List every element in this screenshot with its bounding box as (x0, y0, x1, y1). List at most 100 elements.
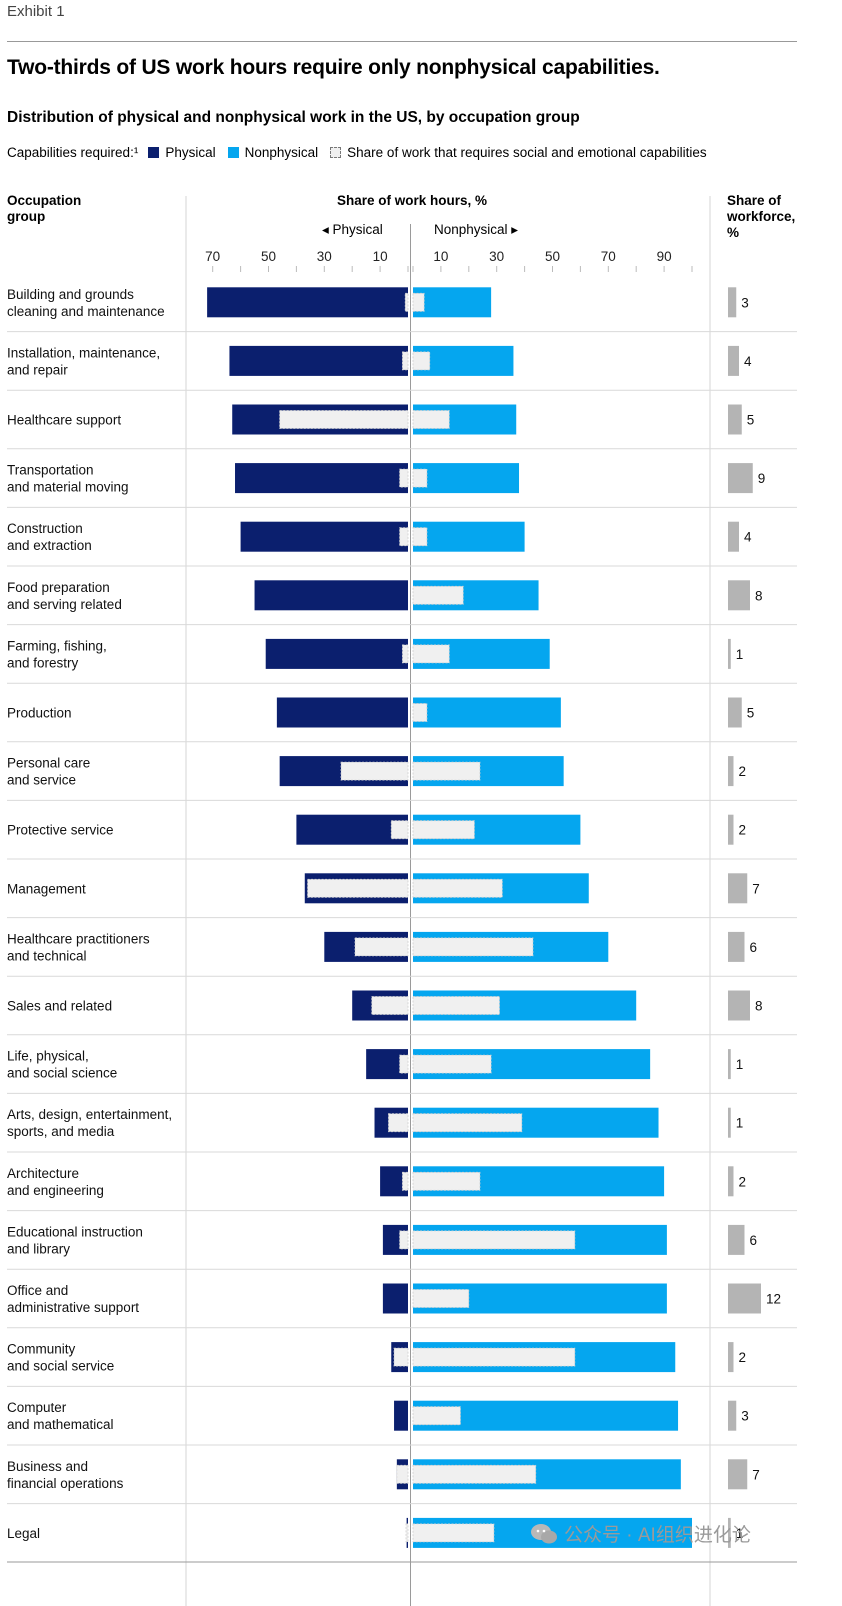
occupation-label: Legal (7, 1526, 40, 1541)
bar-physical (394, 1400, 408, 1431)
workforce-value-label: 8 (755, 588, 763, 603)
chart-title: Two-thirds of US work hours require only… (7, 56, 660, 79)
header-share-workforce: Share of workforce, % (727, 193, 796, 240)
tick-label-nonphysical: 70 (600, 249, 616, 264)
occupation-label-line: Transportation (7, 463, 94, 478)
workforce-value-label: 1 (736, 647, 744, 662)
bar-workforce (728, 287, 737, 318)
workforce-value-label: 1 (736, 1116, 744, 1131)
bar-workforce (728, 931, 745, 962)
workforce-value-label: 7 (752, 881, 760, 896)
workforce-value-label: 12 (766, 1292, 781, 1307)
occupation-label-line: cleaning and maintenance (7, 304, 165, 319)
tick-label-nonphysical: 30 (489, 249, 505, 264)
bar-physical-social (340, 761, 409, 781)
occupation-label: Protective service (7, 823, 114, 838)
bar-physical-social (402, 1171, 409, 1191)
occupation-label: Office and administrative support (7, 1283, 139, 1315)
direction-physical: ◂ Physical (322, 222, 383, 237)
bar-nonphysical-social (412, 292, 425, 312)
bar-nonphysical-social (412, 761, 481, 781)
occupation-label-line: Legal (7, 1526, 40, 1541)
occupation-label-line: Computer (7, 1400, 67, 1415)
occupation-label: Farming, fishing, and forestry (7, 638, 107, 670)
occupation-label-line: and extraction (7, 538, 92, 553)
bar-physical (296, 814, 408, 845)
bar-workforce (728, 1517, 731, 1548)
occupation-label: Computer and mathematical (7, 1400, 114, 1432)
occupation-label-line: Food preparation (7, 580, 110, 595)
chart-subtitle: Distribution of physical and nonphysical… (7, 109, 580, 126)
workforce-value-label: 2 (739, 1174, 747, 1189)
bar-physical (382, 1283, 408, 1314)
bar-physical (207, 287, 408, 318)
bar-physical-social (399, 1054, 409, 1074)
occupation-label-line: Protective service (7, 823, 114, 838)
workforce-value-label: 5 (747, 413, 755, 428)
bar-nonphysical-social (412, 1289, 470, 1308)
bar-physical (240, 521, 408, 552)
bar-nonphysical (413, 463, 520, 494)
tick-label-physical: 50 (260, 249, 277, 264)
bar-workforce (728, 521, 739, 552)
occupation-label-line: Architecture (7, 1166, 79, 1181)
occupation-label: Installation, maintenance, and repair (7, 345, 160, 377)
legend: Capabilities required:¹ Physical Nonphys… (7, 145, 713, 160)
bar-workforce (728, 1283, 761, 1314)
bar-workforce (728, 873, 748, 904)
bar-physical-social (402, 351, 409, 371)
bar-physical-social (390, 820, 409, 840)
bar-physical-social (307, 878, 409, 898)
bar-nonphysical-social (412, 351, 431, 371)
bar-physical-social (279, 410, 409, 429)
bar-nonphysical-social (412, 1406, 461, 1426)
occupation-label-line: and service (7, 773, 76, 788)
bar-physical (229, 345, 408, 376)
occupation-label: Sales and related (7, 999, 112, 1014)
exhibit-label: Exhibit 1 (7, 3, 65, 20)
occupation-label-line: sports, and media (7, 1124, 115, 1139)
occupation-label: Educational instruction and library (7, 1224, 143, 1256)
bar-nonphysical-social (412, 1171, 481, 1191)
occupation-label-line: administrative support (7, 1300, 139, 1315)
bar-nonphysical-social (412, 820, 475, 840)
workforce-value-label: 9 (758, 471, 766, 486)
bar-physical-social (354, 937, 409, 957)
watermark: 公众号 · AI组织进化论 (530, 1520, 751, 1547)
workforce-value-label: 2 (739, 823, 747, 838)
bar-nonphysical-social (412, 1523, 495, 1543)
bar-nonphysical-social (412, 527, 428, 547)
bar-workforce (728, 756, 734, 787)
bar-nonphysical-social (412, 937, 534, 957)
workforce-value-label: 4 (744, 354, 752, 369)
occupation-label-line: and technical (7, 948, 87, 963)
bar-physical (235, 463, 408, 494)
occupation-label-line: Community (7, 1342, 76, 1357)
workforce-value-label: 2 (739, 764, 747, 779)
bar-workforce (728, 814, 734, 845)
bar-nonphysical-social (412, 1054, 492, 1074)
occupation-label: Construction and extraction (7, 521, 92, 553)
legend-nonphysical-swatch (227, 147, 239, 158)
bar-nonphysical (413, 697, 561, 728)
bar-physical (265, 638, 408, 669)
occupation-label-line: Personal care (7, 756, 90, 771)
occupation-label: Business and financial operations (7, 1459, 124, 1491)
bar-nonphysical-social (412, 1347, 576, 1367)
occupation-label-line: and forestry (7, 655, 79, 670)
bar-nonphysical-social (412, 996, 500, 1015)
occupation-label-line: and social science (7, 1066, 117, 1081)
bar-nonphysical-social (412, 585, 464, 605)
occupation-label-line: Production (7, 706, 72, 721)
bar-physical-social (399, 468, 409, 488)
tick-label-nonphysical: 90 (656, 249, 672, 264)
header-occupation: Occupation group (7, 193, 82, 224)
bar-workforce (728, 1166, 734, 1197)
bar-nonphysical (413, 521, 525, 552)
bar-workforce (728, 1342, 734, 1373)
occupation-label: Personal care and service (7, 756, 90, 788)
occupation-label: Arts, design, entertainment, sports, and … (7, 1107, 172, 1139)
occupation-label-line: Business and (7, 1459, 88, 1474)
bar-workforce (728, 638, 731, 669)
bar-physical-social (396, 1464, 409, 1484)
